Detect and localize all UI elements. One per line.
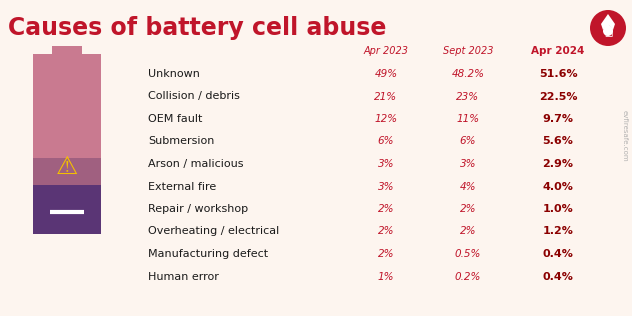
Text: 2%: 2% — [378, 227, 394, 236]
FancyBboxPatch shape — [33, 54, 101, 158]
Text: 2%: 2% — [378, 249, 394, 259]
Text: Manufacturing defect: Manufacturing defect — [148, 249, 268, 259]
Text: 48.2%: 48.2% — [451, 69, 485, 79]
Circle shape — [590, 10, 626, 46]
Text: Human error: Human error — [148, 271, 219, 282]
Text: 0.4%: 0.4% — [542, 271, 573, 282]
Text: 3%: 3% — [378, 159, 394, 169]
Text: 4.0%: 4.0% — [542, 181, 573, 191]
Polygon shape — [601, 14, 615, 30]
Text: 49%: 49% — [374, 69, 398, 79]
Text: 0.4%: 0.4% — [542, 249, 573, 259]
Text: 1.2%: 1.2% — [542, 227, 573, 236]
Text: 1%: 1% — [378, 271, 394, 282]
Text: 2.9%: 2.9% — [542, 159, 573, 169]
Text: 3%: 3% — [378, 181, 394, 191]
FancyBboxPatch shape — [33, 185, 101, 234]
Text: Apr 2023: Apr 2023 — [363, 46, 408, 56]
Text: evfiresafe.com: evfiresafe.com — [622, 110, 628, 162]
FancyBboxPatch shape — [52, 46, 82, 54]
Text: 0.5%: 0.5% — [455, 249, 481, 259]
Text: External fire: External fire — [148, 181, 216, 191]
Text: 22.5%: 22.5% — [538, 92, 577, 101]
Text: OEM fault: OEM fault — [148, 114, 202, 124]
Text: Repair / workshop: Repair / workshop — [148, 204, 248, 214]
Text: 6%: 6% — [378, 137, 394, 147]
Text: 4%: 4% — [459, 181, 477, 191]
Text: 🔥: 🔥 — [604, 23, 612, 37]
Text: ⚠: ⚠ — [56, 155, 78, 179]
Text: 5.6%: 5.6% — [542, 137, 573, 147]
Text: Overheating / electrical: Overheating / electrical — [148, 227, 279, 236]
Text: 23%: 23% — [456, 92, 480, 101]
Text: 1.0%: 1.0% — [543, 204, 573, 214]
Text: 6%: 6% — [459, 137, 477, 147]
FancyBboxPatch shape — [33, 158, 101, 185]
Text: Submersion: Submersion — [148, 137, 214, 147]
Text: Causes of battery cell abuse: Causes of battery cell abuse — [8, 16, 386, 40]
Text: 0.2%: 0.2% — [455, 271, 481, 282]
Text: 2%: 2% — [459, 204, 477, 214]
Text: 2%: 2% — [378, 204, 394, 214]
Text: Apr 2024: Apr 2024 — [532, 46, 585, 56]
Text: 51.6%: 51.6% — [538, 69, 577, 79]
Text: ♦: ♦ — [602, 21, 614, 34]
Text: 12%: 12% — [374, 114, 398, 124]
Text: 2%: 2% — [459, 227, 477, 236]
Text: 21%: 21% — [374, 92, 398, 101]
Ellipse shape — [603, 26, 613, 36]
Text: Unknown: Unknown — [148, 69, 200, 79]
Text: Sept 2023: Sept 2023 — [443, 46, 493, 56]
Text: 3%: 3% — [459, 159, 477, 169]
Text: 9.7%: 9.7% — [542, 114, 573, 124]
Text: 11%: 11% — [456, 114, 480, 124]
Text: Collision / debris: Collision / debris — [148, 92, 240, 101]
Text: Arson / malicious: Arson / malicious — [148, 159, 243, 169]
